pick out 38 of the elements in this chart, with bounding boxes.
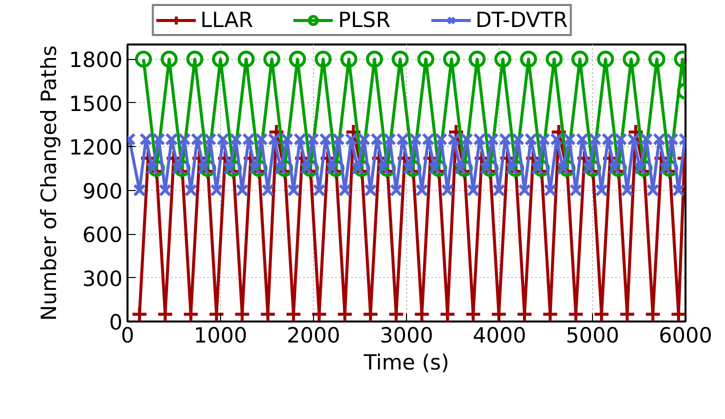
x-axis-title: Time (s)	[362, 350, 450, 374]
x-tick-label: 5000	[566, 324, 620, 348]
point	[366, 50, 384, 68]
point	[443, 50, 460, 68]
point	[314, 50, 332, 68]
legend-label: PLSR	[338, 8, 390, 32]
point	[468, 50, 486, 68]
point	[392, 50, 409, 68]
y-tick-label: 1500	[69, 92, 123, 116]
point	[597, 50, 614, 68]
point	[648, 50, 666, 68]
point	[417, 50, 434, 68]
point	[622, 50, 640, 68]
x-tick-label: 6000	[658, 324, 712, 348]
x-tick-label: 3000	[380, 324, 434, 348]
point	[546, 50, 563, 68]
point	[340, 50, 358, 68]
x-tick-label: 2000	[286, 324, 340, 348]
point	[520, 50, 538, 68]
x-tick-label: 4000	[472, 324, 526, 348]
point	[160, 50, 178, 68]
y-tick-label: 600	[82, 223, 123, 248]
y-tick-label: 1200	[69, 136, 123, 160]
point	[212, 50, 229, 68]
y-tick-label: 1800	[69, 48, 123, 72]
legend-label: LLAR	[200, 8, 254, 32]
point	[571, 50, 588, 68]
point	[238, 50, 255, 68]
x-tick-label: 1000	[194, 324, 248, 348]
y-tick-label: 300	[82, 266, 123, 291]
point	[263, 50, 280, 68]
point	[289, 50, 306, 68]
point	[134, 50, 152, 68]
y-axis-title: Number of Changed Paths	[37, 45, 62, 321]
point	[494, 50, 512, 68]
point	[186, 50, 204, 68]
legend-label: DT-DVTR	[475, 8, 568, 32]
y-tick-label: 900	[82, 179, 123, 204]
